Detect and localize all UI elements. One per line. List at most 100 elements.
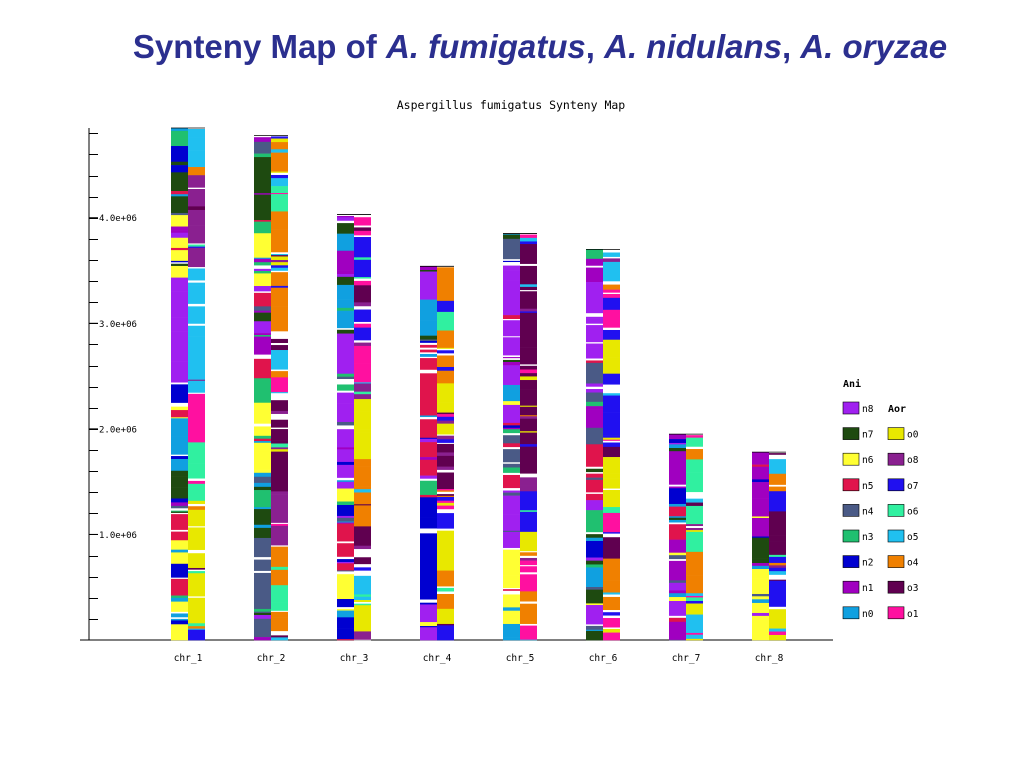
ani-track-segment xyxy=(254,438,271,442)
ani-track-segment xyxy=(586,492,603,495)
title-prefix: Synteny Map of xyxy=(132,28,386,65)
ani-track-segment xyxy=(752,593,769,597)
ani-track-segment xyxy=(171,510,188,512)
ani-track-segment xyxy=(420,395,437,401)
ani-track-segment xyxy=(669,559,686,562)
ani-track-segment xyxy=(171,578,188,582)
ani-track-segment xyxy=(171,514,188,531)
aor-track-segment xyxy=(271,233,288,253)
ani-track-segment xyxy=(337,505,354,517)
ani-track-segment xyxy=(586,630,603,641)
ani-track-segment xyxy=(171,502,188,507)
aor-track-segment xyxy=(437,434,454,436)
ani-track-segment xyxy=(503,336,520,338)
ani-track-segment xyxy=(337,215,354,218)
ani-track-segment xyxy=(337,425,354,428)
aor-track-segment xyxy=(354,570,371,574)
aor-track-segment xyxy=(188,150,205,168)
ani-track-segment xyxy=(420,369,437,373)
ani-track-segment xyxy=(420,549,437,568)
ani-track-segment xyxy=(337,429,354,448)
aor-track-segment xyxy=(520,623,537,626)
ani-track-segment xyxy=(171,563,188,577)
ani-track-segment xyxy=(254,435,271,439)
ani-track-segment xyxy=(503,492,520,496)
ani-track-segment xyxy=(752,482,769,499)
aor-track-segment xyxy=(603,440,620,443)
ani-track-segment xyxy=(586,624,603,627)
x-tick-label: chr_2 xyxy=(257,653,286,664)
aor-track-segment xyxy=(188,626,205,629)
aor-track-segment xyxy=(271,178,288,187)
ani-track-segment xyxy=(254,310,271,313)
ani-track-segment xyxy=(254,557,271,560)
ani-track-segment xyxy=(503,233,520,235)
aor-track-segment xyxy=(188,268,205,281)
aor-track-segment xyxy=(354,285,371,294)
aor-track-segment xyxy=(188,629,205,641)
ani-track-segment xyxy=(337,572,354,575)
ani-track-segment xyxy=(171,611,188,614)
aor-track-segment xyxy=(271,138,288,143)
aor-track-segment xyxy=(437,347,454,350)
ani-track-segment xyxy=(669,509,686,517)
ani-track-segment xyxy=(254,423,271,426)
aor-track-segment xyxy=(188,189,205,207)
aor-track-segment xyxy=(271,252,288,255)
aor-track-segment xyxy=(520,432,537,445)
ani-track-segment xyxy=(337,628,354,640)
aor-track-segment xyxy=(188,247,205,268)
ani-track-segment xyxy=(752,599,769,604)
aor-track-segment xyxy=(603,281,620,283)
ani-track-segment xyxy=(171,410,188,418)
aor-track-segment xyxy=(686,638,703,641)
ani-track-segment xyxy=(503,462,520,465)
ani-track-segment xyxy=(420,601,437,603)
ani-track-segment xyxy=(586,473,603,478)
ani-track-segment xyxy=(254,157,271,178)
ani-track-segment xyxy=(420,344,437,348)
aor-track-segment xyxy=(603,576,620,581)
ani-track-segment xyxy=(586,315,603,318)
ani-track-segment xyxy=(420,373,437,380)
aor-track-segment xyxy=(603,390,620,394)
x-tick-label: chr_7 xyxy=(672,653,701,664)
aor-track-segment xyxy=(603,289,620,293)
ani-track-segment xyxy=(337,571,354,574)
aor-track-segment xyxy=(354,309,371,323)
ani-track-segment xyxy=(586,316,603,319)
ani-track-segment xyxy=(254,486,271,491)
aor-track-segment xyxy=(437,267,454,289)
ani-track-segment xyxy=(254,333,271,336)
ani-track-segment xyxy=(171,613,188,618)
aor-track-segment xyxy=(603,537,620,554)
ani-track-segment xyxy=(254,441,271,444)
ani-track-segment xyxy=(586,304,603,314)
aor-track-segment xyxy=(271,272,288,287)
aor-track-segment xyxy=(271,494,288,505)
aor-track-segment xyxy=(188,363,205,380)
aor-track-segment xyxy=(188,379,205,382)
ani-track-segment xyxy=(420,399,437,416)
aor-track-segment xyxy=(437,591,454,595)
ani-track-segment xyxy=(503,443,520,448)
aor-track-segment xyxy=(271,172,288,176)
ani-track-segment xyxy=(503,590,520,593)
aor-track-segment xyxy=(520,557,537,561)
aor-track-segment xyxy=(769,565,786,569)
legend-label-n4: n4 xyxy=(862,506,874,517)
aor-track-segment xyxy=(354,237,371,258)
aor-track-segment xyxy=(437,500,454,504)
ani-track-segment xyxy=(503,472,520,476)
ani-track-segment xyxy=(503,549,520,558)
legend: Ani Aor n8 n7 n6 n5 n4 n3 n2 n1 n0 o0 o8 o7 o6 o5 o4 o3 o1 xyxy=(842,378,919,620)
ani-track-segment xyxy=(420,417,437,420)
aor-track-segment xyxy=(603,533,620,537)
legend-swatch-n7 xyxy=(842,427,860,440)
aor-track-segment xyxy=(354,230,371,236)
aor-track-segment xyxy=(354,215,371,218)
aor-track-segment xyxy=(271,427,288,430)
x-tick-label: chr_4 xyxy=(423,653,452,664)
legend-label-o6: o6 xyxy=(907,506,919,517)
aor-track-segment xyxy=(603,329,620,335)
